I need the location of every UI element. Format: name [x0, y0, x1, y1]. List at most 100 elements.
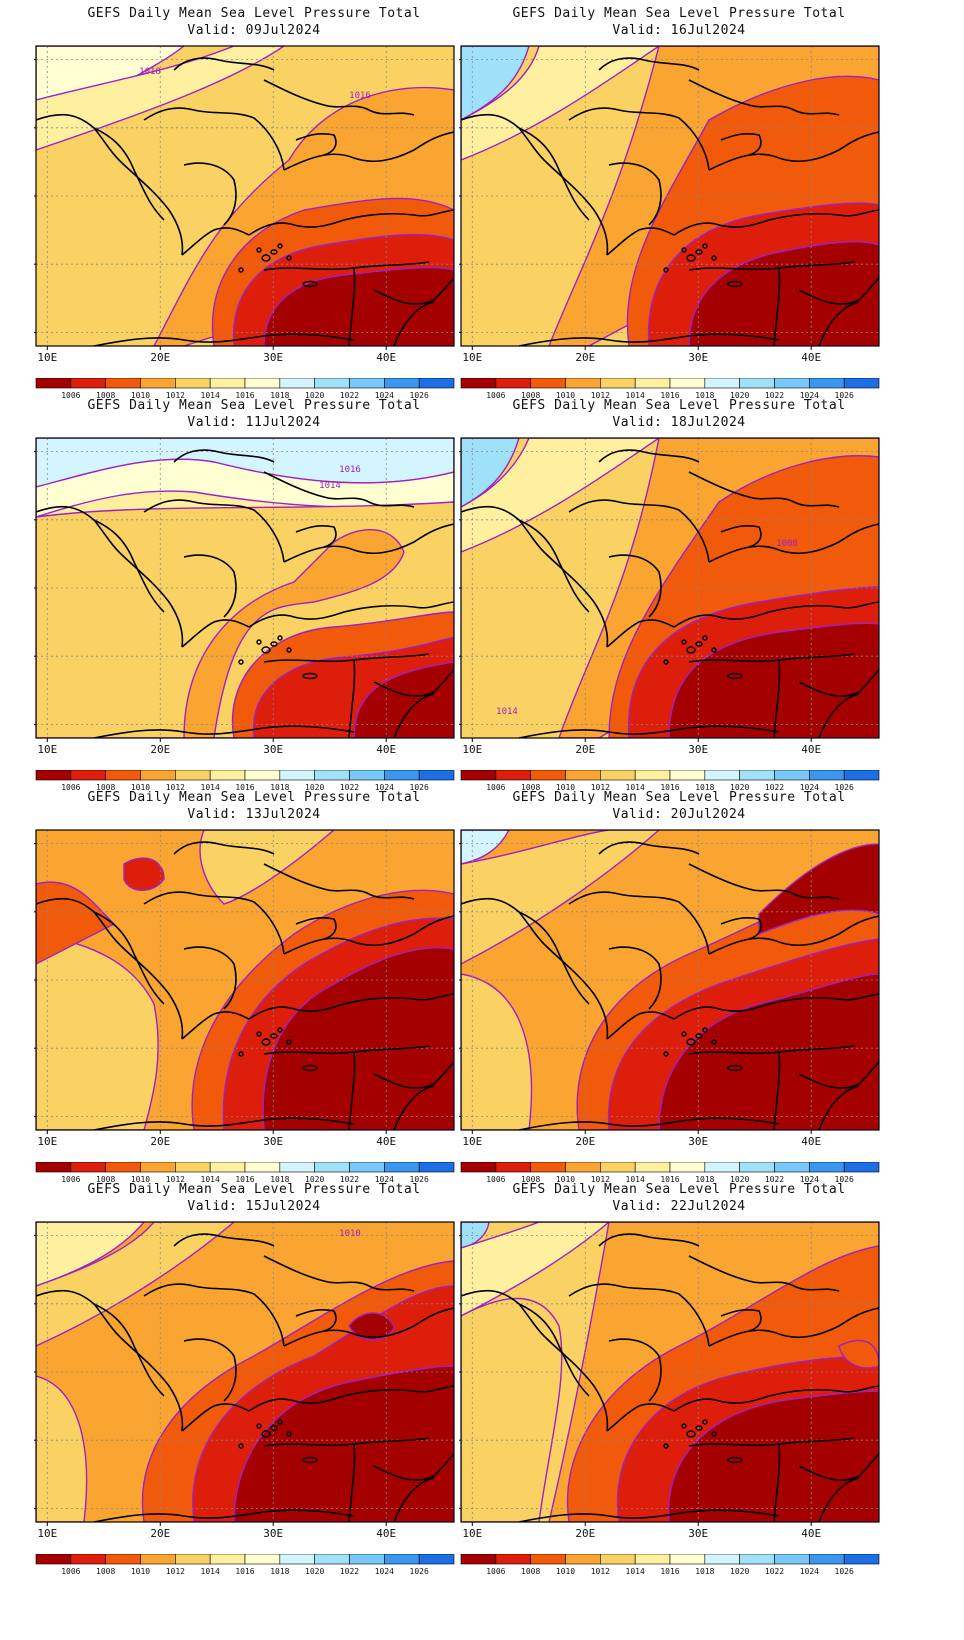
- island: [261, 254, 271, 262]
- legend-swatch: [739, 1553, 775, 1565]
- island: [686, 646, 696, 654]
- pressure-map: 101050N45N40N35N30N10E20E30E40E: [34, 1221, 455, 1538]
- legend-label: 1012: [166, 1175, 185, 1184]
- lon-tick-label: 40E: [801, 1135, 821, 1146]
- island: [256, 639, 262, 645]
- island: [711, 1039, 717, 1045]
- coastline: [263, 1255, 415, 1292]
- coastline: [720, 133, 762, 156]
- legend-label: 1018: [270, 783, 289, 792]
- coastline: [818, 301, 860, 346]
- coastline: [348, 659, 356, 738]
- legend-swatch: [774, 1161, 810, 1173]
- lon-tick-label: 30E: [688, 351, 708, 362]
- pressure-region: [461, 973, 533, 1130]
- lon-tick-label: 40E: [376, 743, 396, 754]
- contour-label: 1014: [496, 707, 518, 717]
- lon-tick-label: 40E: [801, 1527, 821, 1538]
- island: [663, 659, 669, 665]
- legend-swatch: [244, 1161, 281, 1173]
- legend-label: 1024: [800, 1175, 819, 1184]
- coastline: [283, 1307, 454, 1347]
- coastline: [773, 1051, 781, 1130]
- legend-label: 1008: [96, 1175, 115, 1184]
- legend-swatch: [384, 769, 420, 781]
- valid-date: Valid: 15Jul2024: [34, 1199, 474, 1214]
- coastline: [708, 523, 879, 563]
- coastline: [598, 841, 700, 855]
- legend-label: 1012: [166, 391, 185, 400]
- island: [695, 1425, 703, 1431]
- coastline: [673, 993, 879, 1020]
- valid-date-value: 16Jul2024: [662, 23, 746, 38]
- valid-prefix: Valid:: [612, 807, 663, 822]
- valid-prefix: Valid:: [612, 415, 663, 430]
- coastline: [173, 449, 275, 463]
- legend-swatch: [209, 377, 246, 389]
- legend-swatch: [809, 1553, 845, 1565]
- island: [256, 1031, 262, 1037]
- coastline: [606, 619, 675, 648]
- island: [302, 1456, 318, 1464]
- lon-tick-label: 30E: [263, 743, 283, 754]
- coastline: [93, 1303, 165, 1397]
- lon-tick-label: 20E: [575, 743, 595, 754]
- legend-swatch: [704, 1553, 740, 1565]
- legend-label: 1020: [730, 391, 749, 400]
- coastline: [708, 1307, 879, 1347]
- pressure-region: [667, 1390, 879, 1522]
- valid-prefix: Valid:: [612, 23, 663, 38]
- island: [270, 1425, 278, 1431]
- legend-label: 1026: [835, 1175, 854, 1184]
- color-legend: 1006 1008 1010 1012 1014 1016 1018 1020 1022 1024…: [34, 769, 474, 792]
- coastline: [173, 841, 275, 855]
- coastline: [606, 1011, 675, 1040]
- coastline: [818, 1085, 860, 1130]
- coastline: [393, 1477, 435, 1522]
- coastline: [183, 1338, 237, 1402]
- panel-title: GEFS Daily Mean Sea Level Pressure Total: [512, 398, 846, 413]
- lon-tick-label: 20E: [575, 1527, 595, 1538]
- island: [681, 639, 687, 645]
- coastline: [93, 127, 165, 221]
- legend-swatch: [704, 769, 740, 781]
- legend-label: 1012: [591, 1175, 610, 1184]
- valid-date: Valid: 16Jul2024: [459, 23, 899, 38]
- coastline: [143, 891, 285, 955]
- island: [286, 647, 292, 653]
- panel-title: GEFS Daily Mean Sea Level Pressure Total: [87, 790, 421, 805]
- panel-title: GEFS Daily Mean Sea Level Pressure Total: [512, 790, 846, 805]
- map-panel: GEFS Daily Mean Sea Level Pressure Total…: [34, 784, 474, 1184]
- pressure-map: 1016101450N45N40N35N30N10E20E30E40E: [34, 437, 455, 754]
- lon-tick-label: 40E: [801, 351, 821, 362]
- legend-label: 1012: [166, 783, 185, 792]
- legend-label: 1018: [270, 1567, 289, 1576]
- pressure-region: [262, 947, 454, 1130]
- coastline: [608, 946, 662, 1010]
- legend-label: 1016: [660, 391, 679, 400]
- coastline: [295, 525, 337, 548]
- legend-swatch: [418, 1553, 455, 1565]
- legend-swatch: [140, 1161, 176, 1173]
- legend-label: 1006: [61, 391, 80, 400]
- legend-label: 1008: [96, 391, 115, 400]
- legend-swatch: [530, 1553, 566, 1565]
- legend-swatch: [418, 377, 455, 389]
- valid-date-value: 22Jul2024: [662, 1199, 746, 1214]
- island: [261, 646, 271, 654]
- island: [686, 1430, 696, 1438]
- island: [238, 267, 244, 273]
- legend-swatch: [314, 1161, 350, 1173]
- legend-label: 1010: [131, 1175, 150, 1184]
- legend-swatch: [669, 377, 706, 389]
- legend-swatch: [634, 769, 671, 781]
- coastline: [798, 1453, 879, 1481]
- coastline: [461, 1289, 609, 1432]
- legend-swatch: [314, 377, 350, 389]
- legend-label: 1006: [486, 391, 505, 400]
- lon-tick-label: 40E: [376, 1135, 396, 1146]
- legend-label: 1016: [660, 1567, 679, 1576]
- legend-label: 1008: [521, 783, 540, 792]
- legend-swatch: [244, 769, 281, 781]
- island: [695, 249, 703, 255]
